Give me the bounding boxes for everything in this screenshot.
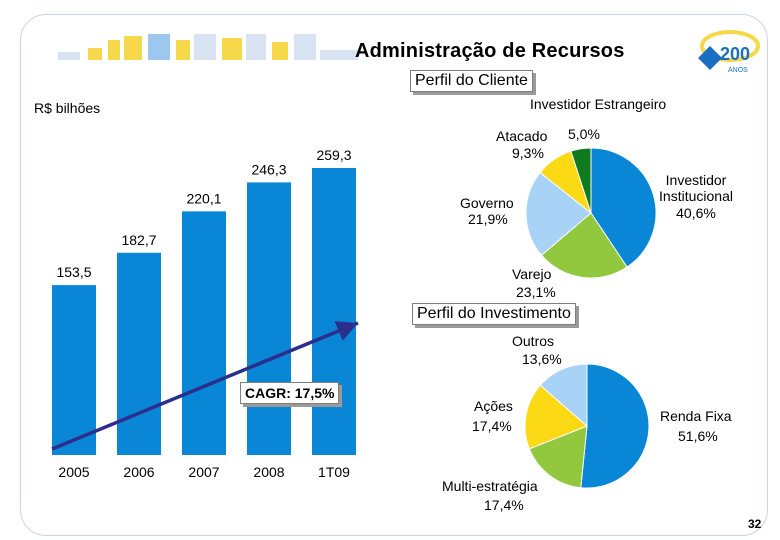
bar-2006 — [117, 252, 161, 455]
pie1-label-varejo: Varejo — [512, 266, 552, 282]
logo-text: 200 — [720, 44, 750, 64]
pie-cliente-slice-4 — [570, 147, 592, 214]
cagr-trend-arrow — [51, 321, 359, 451]
pie1-value-estrangeiro: 5,0% — [568, 126, 600, 142]
bar-1T09 — [312, 168, 356, 455]
pie1-label-atacado: Atacado — [496, 128, 548, 144]
pie2-value-rendafixa: 51,6% — [678, 428, 718, 444]
pie2-value-outros: 13,6% — [522, 351, 562, 367]
bar-category-label: 2005 — [58, 464, 89, 480]
bar-value-label: 246,3 — [251, 161, 286, 177]
pie-cliente-slice-2 — [525, 171, 592, 256]
bar-2008 — [247, 182, 291, 455]
anniversary-logo: 200 ANOS — [698, 30, 760, 74]
pie-cliente-title: Perfil do Cliente — [410, 70, 533, 92]
pie2-value-acoes: 17,4% — [472, 418, 512, 434]
pie1-value-varejo: 23,1% — [516, 284, 556, 300]
bar-category-label: 2006 — [123, 464, 154, 480]
pie2-label-acoes: Ações — [474, 398, 513, 414]
bar-category-label: 2008 — [253, 464, 284, 480]
pie1-value-institucional: 40,6% — [676, 205, 716, 221]
bar-chart-ylabel: R$ bilhões — [34, 100, 101, 116]
header-decoration — [58, 34, 358, 60]
pie2-label-rendafixa: Renda Fixa — [660, 408, 732, 424]
pie-cliente-slice-1 — [540, 212, 628, 279]
page-number: 32 — [748, 517, 762, 531]
bar-value-label: 220,1 — [186, 190, 221, 206]
bar-category-label: 2007 — [188, 464, 219, 480]
pie-investimento-slice-2 — [524, 384, 588, 450]
slide-title: Administração de Recursos — [355, 40, 625, 62]
pie2-label-multi: Multi-estratégia — [442, 478, 538, 494]
bar-2005 — [52, 285, 96, 455]
cagr-annotation: CAGR: 17,5% — [240, 382, 340, 404]
bar-category-label: 1T09 — [318, 464, 350, 480]
logo-subtext: ANOS — [728, 67, 748, 74]
pie-investimento-slice-3 — [539, 363, 588, 428]
pie-investimento-slice-1 — [528, 425, 588, 489]
bar-value-label: 182,7 — [121, 232, 156, 248]
pie-investimento-title: Perfil do Investimento — [412, 303, 576, 325]
pie2-value-multi: 17,4% — [484, 497, 524, 513]
bar-value-label: 259,3 — [316, 147, 351, 163]
pie1-value-governo: 21,9% — [468, 211, 508, 227]
pie2-label-outros: Outros — [512, 333, 555, 349]
pie1-label-institucional: Investidor Institucional — [659, 172, 733, 204]
pie1-value-atacado: 9,3% — [512, 145, 544, 161]
pie1-label-governo: Governo — [460, 195, 514, 211]
bar-2007 — [182, 211, 226, 455]
bar-value-label: 153,5 — [56, 264, 91, 280]
pie-investimento-slice-0 — [580, 363, 650, 489]
